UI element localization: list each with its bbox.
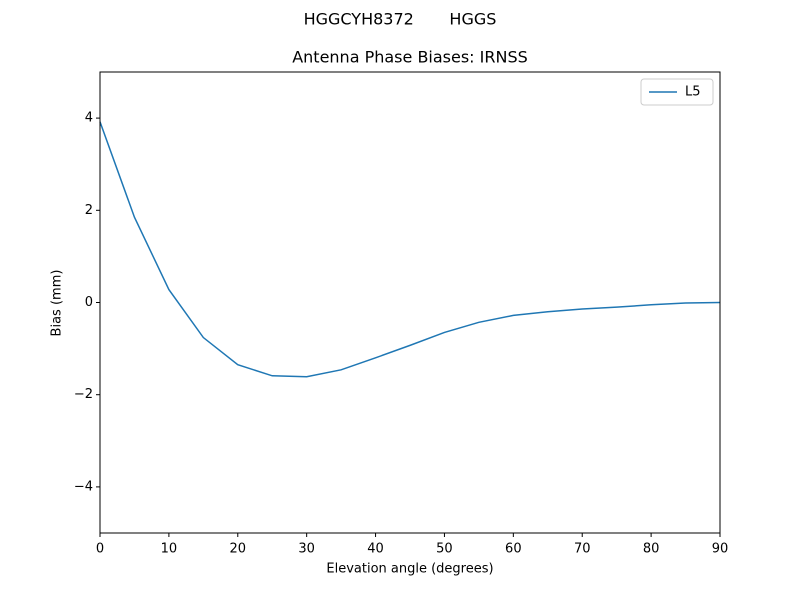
y-axis-label: Bias (mm): [50, 270, 65, 337]
x-tick-label: 30: [298, 542, 315, 557]
suptitle: HGGCYH8372 HGGS: [304, 10, 497, 29]
x-tick-label: 10: [161, 542, 178, 557]
chart-title: Antenna Phase Biases: IRNSS: [292, 48, 528, 67]
legend-label: L5: [685, 85, 701, 100]
y-tick-label: 0: [85, 295, 93, 310]
plot-frame: [99, 71, 721, 534]
x-tick-label: 20: [230, 542, 247, 557]
x-tick-label: 50: [436, 542, 453, 557]
x-tick-label: 80: [643, 542, 660, 557]
y-tick-label: 4: [85, 111, 93, 126]
x-tick-label: 70: [574, 542, 591, 557]
x-tick-label: 60: [505, 542, 522, 557]
y-tick-label: −4: [74, 479, 93, 494]
y-tick-label: −2: [74, 387, 93, 402]
x-tick-label: 90: [712, 542, 729, 557]
data-line: [99, 121, 721, 378]
x-tick-label: 40: [367, 542, 384, 557]
y-tick-label: 2: [85, 203, 93, 218]
x-axis-label: Elevation angle (degrees): [326, 562, 493, 577]
x-tick-label: 0: [96, 542, 104, 557]
